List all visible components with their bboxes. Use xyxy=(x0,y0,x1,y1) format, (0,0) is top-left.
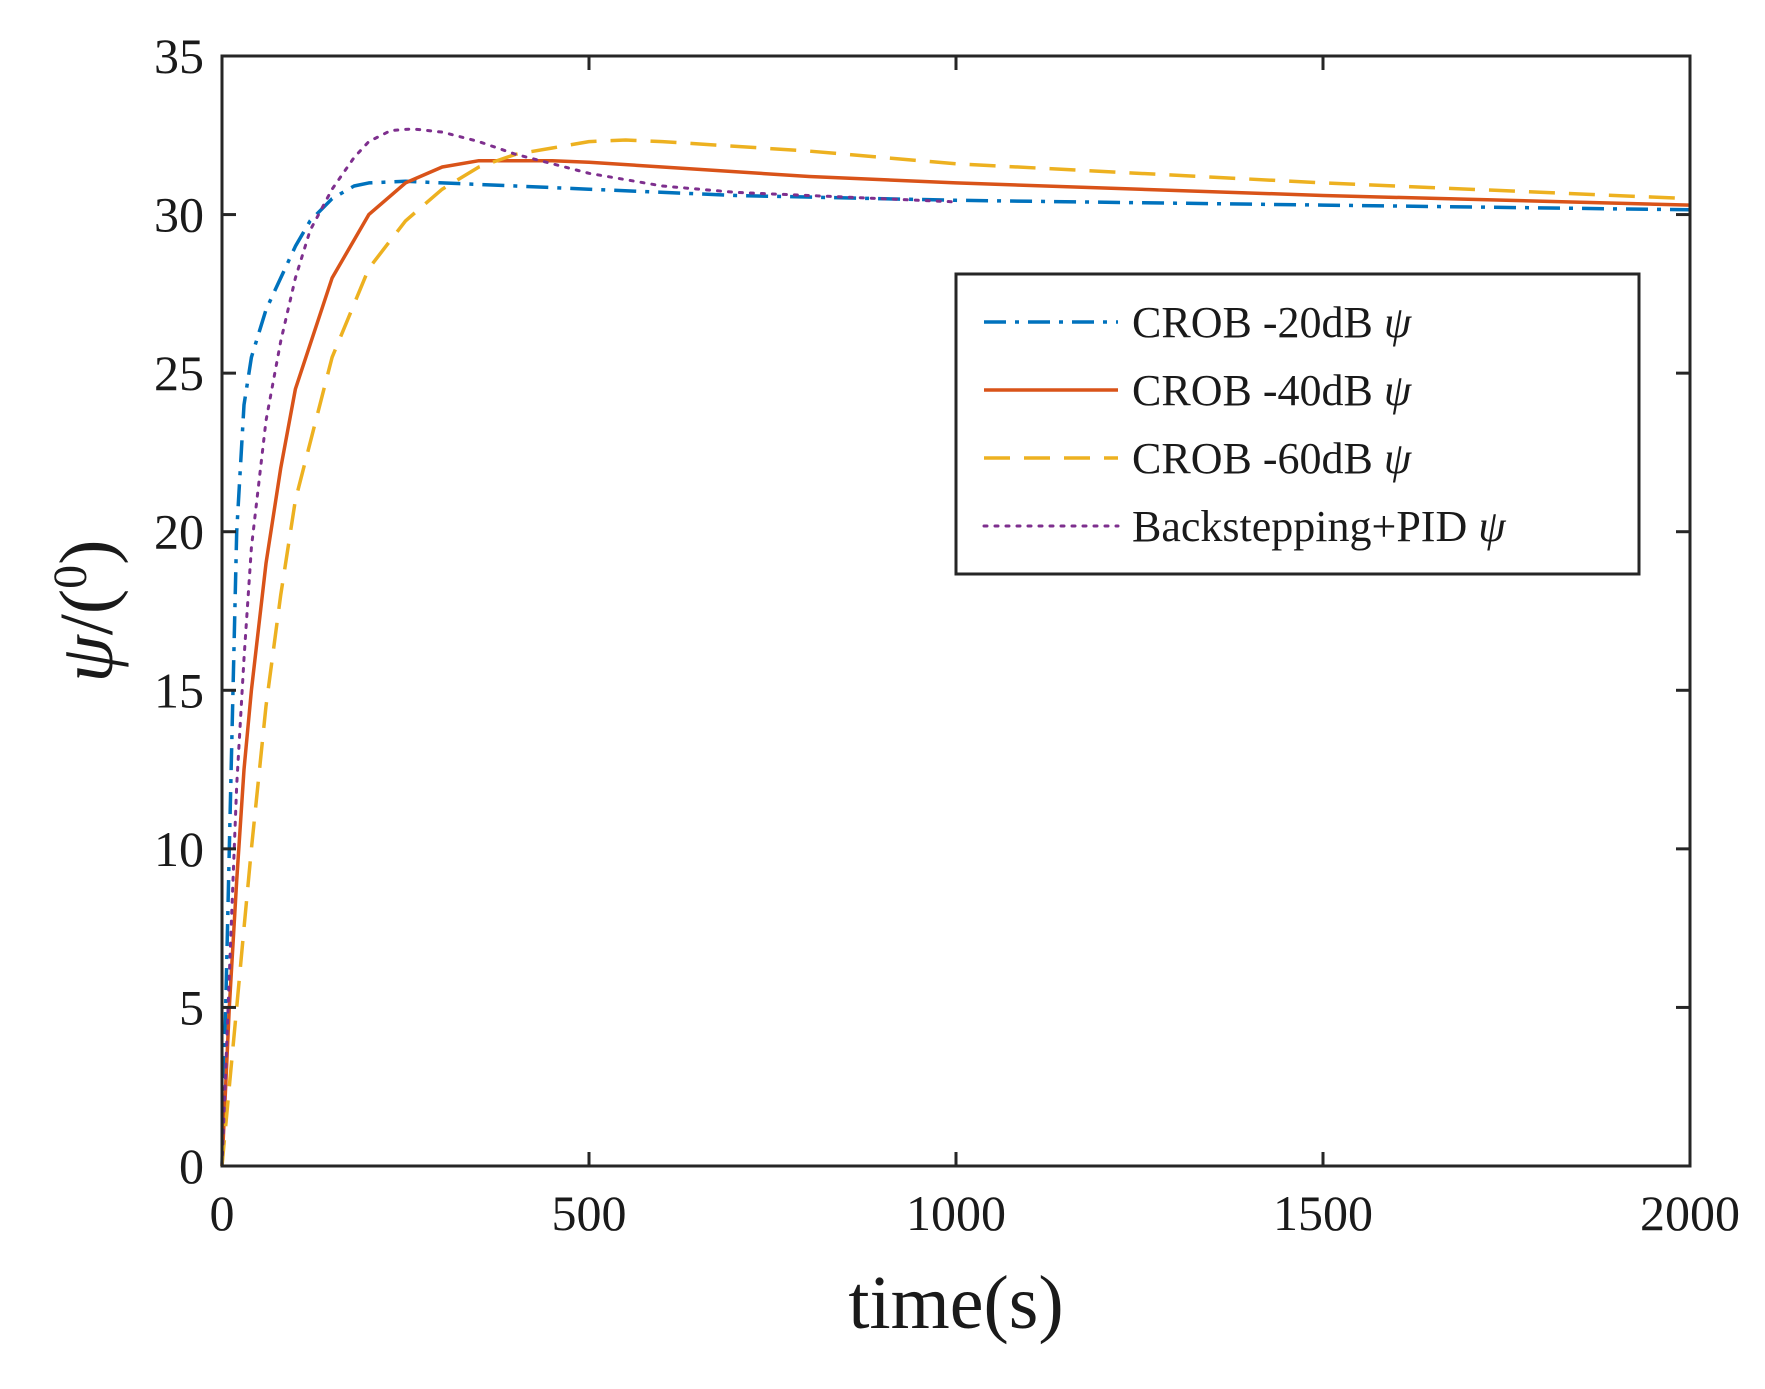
y-axis-degree: 0 xyxy=(44,565,97,589)
x-tick-label: 0 xyxy=(210,1185,235,1241)
y-axis-label: ψ/(0) xyxy=(44,540,130,683)
series-layer xyxy=(220,127,1691,1168)
series-line-4 xyxy=(220,127,958,1168)
series-line-3 xyxy=(220,138,1691,1167)
x-tick-label: 500 xyxy=(552,1185,627,1241)
series-line-1 xyxy=(220,179,1691,1167)
y-tick-label: 25 xyxy=(154,345,204,401)
y-axis-unit-open: /( xyxy=(45,589,129,635)
y-axis-unit-close: ) xyxy=(45,540,129,565)
x-tick-label: 2000 xyxy=(1640,1185,1740,1241)
y-tick-label: 30 xyxy=(154,187,204,243)
y-tick-label: 5 xyxy=(179,979,204,1035)
x-axis-label: time(s) xyxy=(848,1261,1063,1345)
series-line-2 xyxy=(220,158,1691,1167)
x-tick-label: 1500 xyxy=(1273,1185,1373,1241)
y-tick-label: 10 xyxy=(154,821,204,877)
y-tick-label: 0 xyxy=(179,1138,204,1194)
y-tick-label: 35 xyxy=(154,28,204,84)
y-axis-symbol: ψ xyxy=(45,633,129,682)
x-tick-label: 1000 xyxy=(906,1185,1006,1241)
legend-label-3: CROB -60dB ψ xyxy=(1132,434,1412,483)
legend-box xyxy=(954,272,1641,576)
legend-label-2: CROB -40dB ψ xyxy=(1132,366,1412,415)
legend-label-1: CROB -20dB ψ xyxy=(1132,298,1412,347)
legend-label-4: Backstepping+PID ψ xyxy=(1132,502,1506,551)
tick-layer: 0 500 1000 1500 2000 0 5 10 15 20 25 30 35 xyxy=(154,28,1740,1241)
y-tick-label: 15 xyxy=(154,662,204,718)
y-tick-label: 20 xyxy=(154,504,204,560)
legend: CROB -20dB ψ CROB -40dB ψ CROB -60dB ψ Back… xyxy=(954,272,1641,576)
